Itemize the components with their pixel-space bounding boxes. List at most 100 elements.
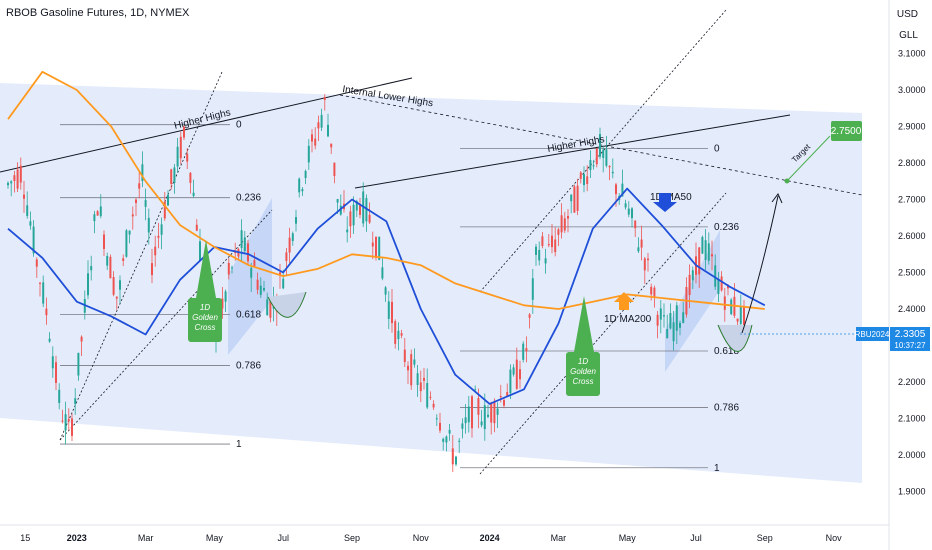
candle-body (583, 174, 585, 186)
unit-label[interactable]: GLL (899, 30, 918, 41)
golden-cross-left-pointer (196, 240, 216, 298)
projection-arrow[interactable] (741, 195, 779, 334)
candle-body (605, 149, 608, 166)
candle-body (426, 382, 429, 408)
candle-body (288, 237, 291, 253)
candle-body (375, 236, 377, 258)
candle-body (615, 184, 617, 195)
target-line[interactable] (786, 135, 831, 182)
candle-body (586, 176, 589, 185)
candle-body (221, 298, 224, 309)
candle-body (551, 235, 553, 248)
x-tick-label: 2024 (480, 533, 500, 543)
golden-cross-left-badge[interactable] (188, 298, 222, 342)
descending-channel[interactable] (0, 83, 862, 483)
candle-body (493, 401, 496, 424)
candle-body (90, 266, 93, 271)
candle-body (371, 242, 374, 247)
1d-ma200-line[interactable] (7, 70, 765, 310)
target-price-text: 2.7500 (831, 126, 862, 137)
fib-right-label: 0 (714, 143, 720, 154)
candle-body (659, 308, 662, 320)
target-price-tag[interactable] (831, 121, 862, 141)
candle-body (327, 124, 329, 137)
x-tick-label: Nov (826, 533, 843, 543)
trend-upper-left[interactable] (0, 77, 413, 173)
candle-body (602, 149, 605, 158)
last-price-tag[interactable] (890, 327, 930, 351)
candle-body (445, 436, 448, 443)
channel-left-lower[interactable] (59, 209, 273, 441)
candle-body (512, 367, 515, 375)
candle-body (330, 143, 333, 148)
candle-body (224, 291, 227, 302)
candle-body (541, 236, 544, 246)
trend-upper-right[interactable] (354, 114, 791, 189)
candle-body (256, 279, 259, 290)
candle-body (333, 162, 336, 177)
candle-body (307, 145, 310, 163)
candle-body (96, 211, 99, 216)
candle-body (650, 286, 653, 295)
candle-body (714, 265, 717, 287)
candle-body (55, 362, 57, 383)
candle-body (525, 348, 528, 352)
symbol-tag[interactable] (856, 327, 889, 341)
x-tick-label: 2023 (67, 533, 87, 543)
symbol-tag-text: RBU2024 (855, 330, 890, 339)
candle-body (93, 214, 96, 222)
candle-body (653, 287, 656, 297)
candle-body (147, 217, 150, 233)
x-tick-label: Mar (138, 533, 154, 543)
candle-body (611, 171, 614, 174)
candle-body (509, 369, 512, 394)
candle-body (384, 287, 387, 295)
bull-flag-left[interactable] (228, 198, 272, 355)
candle-body (231, 267, 233, 269)
candle-body (442, 438, 445, 442)
candle-body (173, 167, 176, 184)
golden-cross-left-text: 1D (200, 303, 210, 312)
candle-body (189, 172, 192, 183)
candle-body (87, 273, 89, 296)
candle-body (474, 389, 477, 391)
candle-body (432, 403, 435, 408)
candle-body (506, 392, 509, 397)
x-tick-label: May (206, 533, 224, 543)
fib-left-label: 0.236 (236, 193, 261, 204)
candle-body (631, 208, 633, 219)
candle-body (131, 214, 134, 217)
candle-body (531, 278, 534, 300)
candle-body (295, 217, 297, 224)
candle-body (29, 221, 32, 226)
candle-body (243, 237, 246, 252)
candle-body (163, 201, 166, 219)
bottom-arc-right[interactable] (717, 324, 753, 352)
candle-body (170, 169, 173, 184)
candle-body (573, 186, 576, 213)
fib-left-label: 0 (236, 120, 242, 131)
candle-body (176, 146, 179, 167)
candle-body (538, 249, 541, 261)
channel-left-upper[interactable] (59, 71, 223, 441)
candle-body (317, 122, 320, 129)
candle-body (701, 236, 704, 254)
y-tick-label: 2.4000 (898, 304, 926, 314)
y-tick-label: 2.9000 (898, 122, 926, 132)
candle-body (672, 322, 675, 342)
bottom-arc-left[interactable] (267, 291, 307, 318)
candle-body (106, 256, 109, 266)
candle-body (576, 185, 579, 211)
candle-body (58, 389, 61, 403)
chart-title: RBOB Gasoline Futures, 1D, NYMEX (6, 7, 190, 19)
target-point (784, 178, 790, 184)
y-tick-label: 2.1000 (898, 414, 926, 424)
currency-label[interactable]: USD (896, 9, 918, 20)
golden-cross-right-badge[interactable] (566, 352, 600, 396)
candle-body (259, 285, 262, 295)
candle-body (16, 169, 19, 189)
candle-body (471, 396, 473, 429)
1d-ma50-line[interactable] (7, 187, 766, 405)
